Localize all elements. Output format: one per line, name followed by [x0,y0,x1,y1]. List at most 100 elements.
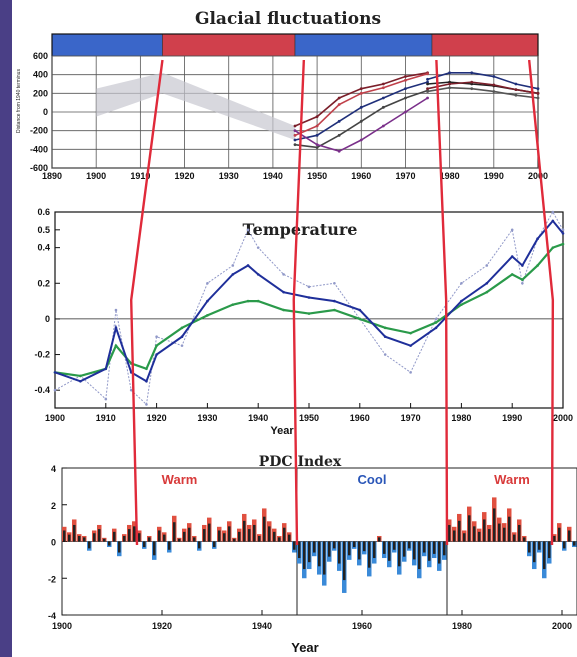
x-tick-label: 1960 [351,171,371,181]
temperature-point [358,317,362,321]
temperature-point [114,326,118,330]
temperature-point [256,273,260,276]
glacier-point [315,124,319,128]
x-tick-label: 1980 [451,413,471,423]
pdo-bar-dark [348,541,351,556]
glacier-point [404,78,407,82]
temperature-point [129,388,133,392]
pdo-bar-dark [233,538,236,542]
pdo-bar-dark [223,533,226,542]
pdo-bar-dark [568,530,571,542]
pdo-bar-dark [388,541,391,561]
temperature-point [460,303,463,306]
regime-label-1: Cool [358,472,387,487]
x-tick-label: 1940 [252,621,272,631]
temperature-point [383,353,387,356]
glacier-point [293,124,297,128]
glacier-point [536,87,540,91]
temperature-point [145,379,148,383]
x-tick-label: 1920 [147,413,167,423]
temperature-point [282,273,285,276]
temperature-point [246,228,250,232]
x-tick-label: 2000 [553,413,573,423]
x-tick-label: 2000 [528,171,548,181]
glacier-point [381,124,385,128]
temperature-point [231,273,235,276]
pdo-bar-dark [408,541,411,549]
x-tick-label: 1960 [352,621,372,631]
pdo-bar-dark [353,541,356,548]
temperature-point [155,335,158,339]
pdo-bar-dark [168,541,171,550]
pdo-bar-dark [533,541,536,563]
glacier-point [426,82,429,86]
glacier-point [492,83,496,87]
pdo-bar-dark [398,541,401,567]
glacier-point [426,72,429,76]
pdo-bar-dark [418,541,421,570]
y-tick-label: 0.2 [37,278,50,288]
pdo-bar-dark [358,541,361,560]
y-tick-label: -200 [30,126,48,136]
pdo-bar-dark [373,541,376,559]
temperature-point [434,321,438,324]
temperature-point [485,281,489,285]
pdo-bar-dark [343,541,346,581]
glacier-point [492,75,496,78]
temperature-point [561,228,565,232]
pdo-bar-dark [148,537,151,542]
temperature-point [333,299,336,303]
pdo-bar-dark [78,535,81,542]
glacier-point [337,103,341,106]
temperature-point [53,371,57,374]
y-tick-label: 2 [51,501,56,511]
pdo-bar-dark [553,535,556,542]
pdo-bar-dark [118,541,121,553]
glacier-point [448,82,452,86]
glacier-point [470,80,474,84]
temperature-point [246,299,250,303]
pdo-bar-dark [508,516,511,542]
glacier-point [492,90,496,93]
glacier-point [359,87,363,91]
pdo-bar-dark [188,527,191,542]
glacier-point [448,86,452,90]
pdo-bar-dark [413,541,416,560]
pdo-bar-dark [518,524,521,542]
x-tick-label: 1980 [440,171,460,181]
glacier-series-8 [427,81,539,95]
pdo-bar-dark [88,541,91,549]
temperature-point [383,335,387,339]
pdo-bar-dark [158,530,161,542]
temperature-point [307,312,311,315]
pdo-bar-dark [558,527,561,542]
temperature-point [510,273,514,276]
pdo-bar-dark [483,519,486,542]
y-tick-label: 0 [45,314,50,324]
x-tick-label: 1910 [96,413,116,423]
pdo-bar-dark [318,541,321,567]
temperature-point [333,281,336,285]
glacier-point [381,96,385,100]
pdo-bar-dark [303,541,306,570]
temperature-point [510,228,514,232]
pdo-bar-dark [123,535,126,542]
pdo-bar-dark [93,533,96,542]
temperature-point [307,296,311,299]
temperature-point [206,299,209,303]
pdo-bar-dark [478,531,481,542]
pdo-bar-dark [178,538,181,542]
glacier-point [315,143,319,147]
pdo-bar-dark [258,535,261,542]
pdo-bar-dark [538,541,541,550]
pdo-bar-dark [368,541,371,568]
pdo-bar-dark [63,530,66,542]
x-tick-label: 1950 [307,171,327,181]
connector-line-2 [435,59,449,546]
temperature-panel: Temperature 0.6 0.5 0.4 0.2 0 -0.2 -0.4 1900 1910… [34,207,573,437]
glacier-point [404,96,407,100]
y-tick-label: -2 [48,574,56,584]
glacier-point [426,96,429,100]
